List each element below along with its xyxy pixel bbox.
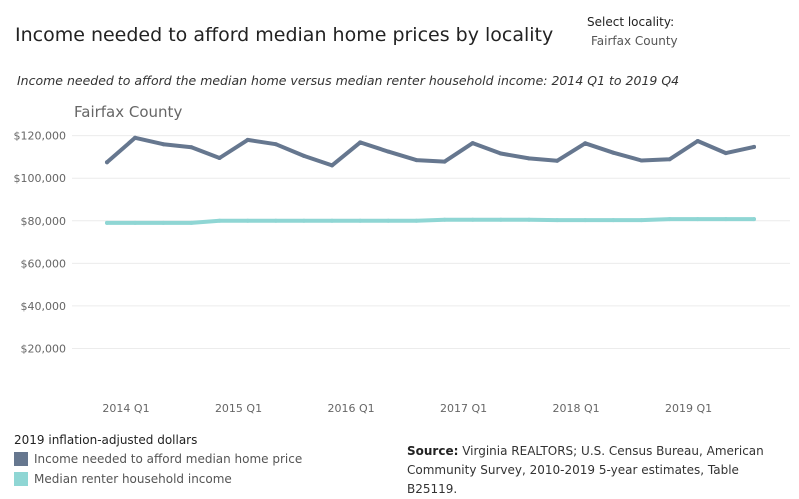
data-point[interactable] <box>555 218 560 223</box>
data-point[interactable] <box>414 218 419 223</box>
data-point[interactable] <box>161 142 166 147</box>
legend-swatch-renter-income <box>14 472 28 486</box>
data-point[interactable] <box>189 145 194 150</box>
source-label: Source: <box>407 444 459 458</box>
locality-select[interactable]: Fairfax County <box>591 34 678 48</box>
data-point[interactable] <box>217 218 222 223</box>
legend-label-renter-income: Median renter household income <box>34 472 232 486</box>
y-tick-label: $60,000 <box>21 257 67 270</box>
data-point[interactable] <box>752 217 756 222</box>
chart-subtitle: Income needed to afford the median home … <box>17 73 680 88</box>
data-point[interactable] <box>301 218 306 223</box>
data-point[interactable] <box>611 150 616 155</box>
legend-item-renter-income: Median renter household income <box>14 472 232 486</box>
data-point[interactable] <box>583 141 588 146</box>
data-point[interactable] <box>189 220 194 225</box>
data-point[interactable] <box>639 158 644 163</box>
series-lines <box>105 135 756 225</box>
data-point[interactable] <box>133 220 138 225</box>
chart-title: Fairfax County <box>74 103 182 121</box>
x-axis: 2014 Q1 2015 Q1 2016 Q1 2017 Q1 2018 Q1 2019 … <box>102 402 712 415</box>
data-point[interactable] <box>414 158 419 163</box>
x-tick-label: 2016 Q1 <box>327 402 374 415</box>
data-point[interactable] <box>498 217 503 222</box>
legend-swatch-home-price <box>14 452 28 466</box>
line-chart: Fairfax County $20,000 $40,000 $60,000 $80,… <box>14 103 790 415</box>
data-point[interactable] <box>667 217 672 222</box>
data-point[interactable] <box>358 218 363 223</box>
series-line-renter-income <box>105 217 756 225</box>
x-tick-label: 2017 Q1 <box>440 402 487 415</box>
legend-title: 2019 inflation-adjusted dollars <box>14 433 198 447</box>
data-point[interactable] <box>695 217 700 222</box>
data-point[interactable] <box>133 135 138 140</box>
data-point[interactable] <box>723 151 728 156</box>
data-point[interactable] <box>386 218 391 223</box>
x-tick-label: 2014 Q1 <box>102 402 149 415</box>
data-point[interactable] <box>695 139 700 143</box>
data-point[interactable] <box>273 218 278 223</box>
data-point[interactable] <box>470 217 475 222</box>
data-point[interactable] <box>161 220 166 225</box>
source-text: Virginia REALTORS; U.S. Census Bureau, A… <box>407 444 764 496</box>
series-line-home-price-income <box>105 135 756 168</box>
data-point[interactable] <box>752 144 756 149</box>
data-point[interactable] <box>611 218 616 223</box>
legend-item-home-price: Income needed to afford median home pric… <box>14 452 302 466</box>
x-tick-label: 2018 Q1 <box>553 402 600 415</box>
data-point[interactable] <box>442 217 447 222</box>
data-point[interactable] <box>358 140 363 145</box>
data-point[interactable] <box>105 160 109 165</box>
data-point[interactable] <box>583 218 588 223</box>
data-point[interactable] <box>245 218 250 223</box>
data-point[interactable] <box>330 163 334 168</box>
y-tick-label: $40,000 <box>21 300 67 313</box>
data-point[interactable] <box>245 137 250 142</box>
page-title: Income needed to afford median home pric… <box>15 24 554 46</box>
y-tick-label: $100,000 <box>14 172 67 185</box>
source-note: Source: Virginia REALTORS; U.S. Census B… <box>407 442 787 499</box>
data-point[interactable] <box>527 156 531 161</box>
data-point[interactable] <box>667 157 672 162</box>
y-tick-label: $80,000 <box>21 215 67 228</box>
gridlines <box>72 135 790 349</box>
data-point[interactable] <box>639 218 644 223</box>
data-point[interactable] <box>470 141 475 146</box>
y-tick-label: $20,000 <box>21 342 67 355</box>
data-point[interactable] <box>386 149 391 154</box>
locality-select-label: Select locality: <box>587 15 675 29</box>
x-tick-label: 2019 Q1 <box>665 402 712 415</box>
data-point[interactable] <box>498 151 503 156</box>
y-tick-label: $120,000 <box>14 130 67 143</box>
data-point[interactable] <box>723 217 728 222</box>
data-point[interactable] <box>330 218 334 223</box>
data-point[interactable] <box>301 153 306 158</box>
legend-label-home-price: Income needed to afford median home pric… <box>34 452 303 466</box>
data-point[interactable] <box>555 158 560 163</box>
data-point[interactable] <box>442 159 447 164</box>
y-axis: $20,000 $40,000 $60,000 $80,000 $100,000 $120… <box>14 130 67 356</box>
data-point[interactable] <box>217 156 222 160</box>
data-point[interactable] <box>273 142 278 147</box>
x-tick-label: 2015 Q1 <box>215 402 262 415</box>
data-point[interactable] <box>105 220 109 225</box>
data-point[interactable] <box>527 217 531 222</box>
